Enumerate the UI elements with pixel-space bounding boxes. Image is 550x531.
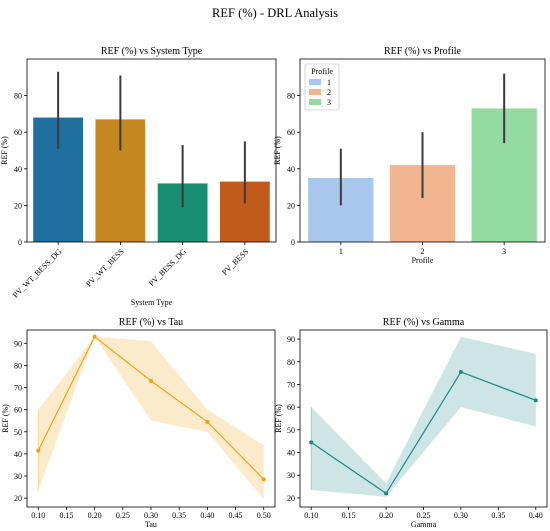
data-point <box>384 491 389 496</box>
data-point <box>149 378 153 383</box>
x-tick-label: PV_BESS <box>220 247 250 277</box>
x-tick-label: 0.20 <box>88 511 102 520</box>
series-line <box>310 371 536 495</box>
x-tick-label: 0.20 <box>379 511 393 520</box>
figure-title: REF (%) - DRL Analysis <box>212 6 338 20</box>
x-axis-label: Profile <box>412 256 434 265</box>
panel-title: REF (%) vs System Type <box>101 46 203 57</box>
panel-title: REF (%) vs Tau <box>119 317 183 328</box>
legend-swatch <box>309 99 321 105</box>
y-tick-label: 40 <box>287 165 295 174</box>
data-point <box>458 369 463 374</box>
y-tick-label: 60 <box>287 403 295 412</box>
x-tick-label: 0.30 <box>454 511 468 520</box>
x-tick-label: PV_BESS_DG <box>147 247 188 288</box>
y-tick-label: 80 <box>14 361 22 370</box>
data-point <box>36 448 41 453</box>
y-tick-label: 0 <box>291 238 295 247</box>
x-tick-label: PV_WT_BESS <box>84 247 126 289</box>
x-tick-label: 0.40 <box>200 511 214 520</box>
y-tick-label: 40 <box>14 450 22 459</box>
legend-swatch <box>309 89 321 95</box>
y-tick-label: 30 <box>14 472 22 481</box>
legend: Profile 123 <box>304 63 340 111</box>
x-axis-label: Tau <box>145 520 157 529</box>
plot-frame <box>26 58 277 243</box>
x-tick-label: 0.45 <box>229 511 243 520</box>
x-tick-label: 0.15 <box>342 511 356 520</box>
confidence-band <box>38 336 264 500</box>
data-point <box>261 477 266 482</box>
panel-4: 20 30 40 50 60 70 80 90 0.10 0.15 0.20 0.25 0.30 0.35… <box>274 317 548 529</box>
data-point <box>205 419 210 424</box>
x-tick-label: 0.35 <box>491 511 505 520</box>
y-tick-label: 80 <box>14 92 22 101</box>
y-tick-label: 90 <box>287 335 295 344</box>
data-point <box>533 398 538 403</box>
x-axis-label: System Type <box>131 298 173 307</box>
y-tick-label: 20 <box>287 494 295 503</box>
y-tick-label: 20 <box>14 494 22 503</box>
y-tick-label: 80 <box>287 92 295 101</box>
y-tick-label: 70 <box>287 380 295 389</box>
legend-swatch <box>309 79 321 85</box>
y-tick-label: 20 <box>14 201 22 210</box>
x-tick-label: 2 <box>421 247 425 256</box>
y-tick-label: 30 <box>287 471 295 480</box>
x-tick-label: 0.25 <box>116 511 130 520</box>
y-tick-label: 90 <box>14 339 22 348</box>
x-tick-label: 0.10 <box>304 511 318 520</box>
x-tick-label: 0.35 <box>172 511 186 520</box>
x-tick-label: 0.40 <box>529 511 543 520</box>
legend-entry: 1 <box>327 78 331 87</box>
y-tick-label: 50 <box>287 426 295 435</box>
panel-1: 0 20 40 60 80 PV_WT_BESS_DG PV_WT_BESS PV_BESS_… <box>0 46 277 307</box>
data-point <box>309 440 314 445</box>
legend-box <box>304 63 340 111</box>
legend-title: Profile <box>311 67 333 76</box>
x-tick-label: 0.50 <box>257 511 271 520</box>
y-tick-label: 80 <box>287 358 295 367</box>
x-tick-label: 0.30 <box>144 511 158 520</box>
confidence-band <box>311 336 536 497</box>
x-tick-label: 1 <box>339 247 343 256</box>
x-axis-label: Gamma <box>411 520 437 529</box>
x-tick-label: PV_WT_BESS_DG <box>11 247 64 300</box>
x-tick-label: 0.15 <box>59 511 73 520</box>
legend-entry: 2 <box>327 88 331 97</box>
y-axis-label: REF (%) <box>274 404 283 433</box>
y-tick-label: 40 <box>287 449 295 458</box>
x-tick-label: 3 <box>502 247 506 256</box>
x-tick-label: 0.10 <box>31 511 45 520</box>
y-axis-label: REF (%) <box>1 404 10 433</box>
y-tick-label: 0 <box>18 238 22 247</box>
y-tick-label: 60 <box>14 406 22 415</box>
y-axis-label: REF (%) <box>0 136 9 165</box>
y-tick-label: 20 <box>287 201 295 210</box>
data-point <box>92 334 97 339</box>
y-tick-label: 50 <box>14 428 22 437</box>
y-axis-label: REF (%) <box>273 136 282 165</box>
x-tick-label: 0.25 <box>417 511 431 520</box>
legend-entry: 3 <box>327 98 331 107</box>
panel-3: 20 30 40 50 60 70 80 90 0.10 0.15 0.20 0.25 0.30 0.35… <box>1 317 276 529</box>
panel-title: REF (%) vs Profile <box>384 46 462 57</box>
y-tick-label: 40 <box>14 165 22 174</box>
panel-title: REF (%) vs Gamma <box>383 317 465 328</box>
y-tick-label: 70 <box>14 384 22 393</box>
y-tick-label: 60 <box>14 128 22 137</box>
y-tick-label: 60 <box>287 128 295 137</box>
